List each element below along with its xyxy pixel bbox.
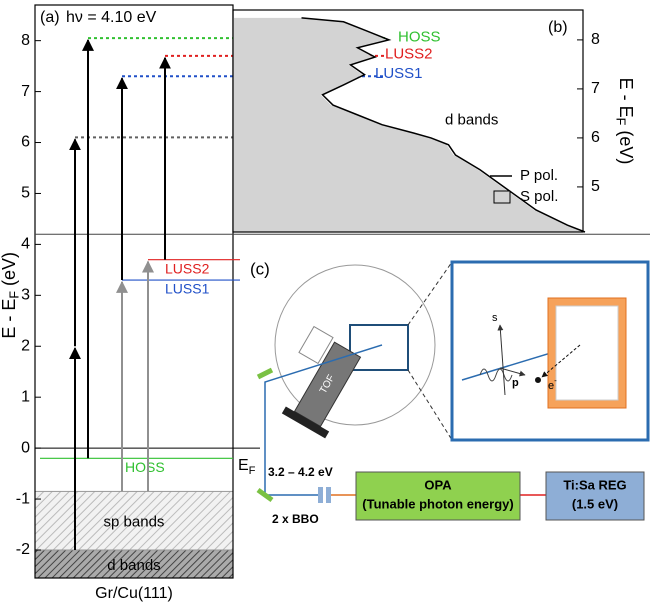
y-tick-label: 7 bbox=[591, 80, 600, 97]
y-tick-label: 0 bbox=[21, 439, 30, 456]
panel-label: (b) bbox=[548, 19, 568, 36]
photon-energy: hν = 4.10 eV bbox=[66, 9, 157, 26]
level-label: LUSS2 bbox=[165, 260, 210, 276]
s-label: s bbox=[492, 312, 498, 324]
band-label: d bands bbox=[107, 557, 160, 574]
bbo bbox=[326, 487, 331, 503]
electron bbox=[535, 377, 541, 383]
bbo-label: 2 x BBO bbox=[272, 512, 319, 526]
p-label: p bbox=[512, 377, 519, 389]
graphene bbox=[556, 306, 618, 400]
fermi-label-sub: F bbox=[249, 465, 256, 477]
opa-title: OPA bbox=[424, 477, 452, 492]
band-label: sp bands bbox=[104, 514, 165, 531]
y-tick-label: 6 bbox=[591, 129, 600, 146]
y-tick-label: 6 bbox=[21, 134, 30, 151]
page: { "panel_a": { "label": "(a)", "photon":… bbox=[0, 0, 650, 611]
y-tick-label: 4 bbox=[21, 236, 30, 253]
chamber bbox=[275, 265, 435, 425]
zoom-line bbox=[408, 370, 452, 440]
bbo bbox=[318, 487, 323, 503]
y-tick-label: 3 bbox=[21, 287, 30, 304]
annotation: LUSS1 bbox=[375, 65, 423, 82]
y-tick-label: 8 bbox=[21, 32, 30, 49]
y-tick-label: 5 bbox=[591, 178, 600, 195]
level-label: LUSS1 bbox=[165, 281, 210, 297]
x-label: Gr/Cu(111) bbox=[95, 585, 173, 602]
fermi-label-main: E bbox=[238, 457, 249, 474]
y-axis-title-unit: (eV) bbox=[0, 252, 19, 291]
y-tick-label: 1 bbox=[21, 388, 30, 405]
laser-title: Ti:Sa REG bbox=[563, 477, 626, 492]
tof: TOF bbox=[282, 337, 369, 438]
legend-swatch bbox=[494, 191, 510, 203]
figure: sp bandsd bands-2-1012345678E - EF (eV)G… bbox=[0, 0, 650, 606]
zoom-line bbox=[408, 262, 452, 325]
opa-subtitle: (Tunable photon energy) bbox=[362, 496, 513, 511]
legend-label: S pol. bbox=[520, 188, 558, 205]
annotation: d bands bbox=[445, 112, 498, 129]
panel-label: (c) bbox=[250, 259, 270, 278]
y-axis-title-unit: (eV) bbox=[616, 125, 636, 164]
laser-subtitle: (1.5 eV) bbox=[572, 496, 618, 511]
mirror bbox=[258, 370, 272, 377]
y-axis-title-main: E - E bbox=[616, 78, 636, 118]
y-tick-label: 8 bbox=[591, 31, 600, 48]
e-sup: - bbox=[554, 376, 557, 385]
y-axis-title: E - EF (eV) bbox=[613, 78, 636, 165]
y-tick-label: -1 bbox=[16, 490, 30, 507]
annotation: HOSS bbox=[398, 28, 441, 45]
y-tick-label: 5 bbox=[21, 185, 30, 202]
panel-label: (a) bbox=[40, 9, 60, 26]
y-axis-title-main: E - E bbox=[0, 299, 19, 339]
sample-box bbox=[350, 325, 408, 370]
y-tick-label: 7 bbox=[21, 83, 30, 100]
y-tick-label: -2 bbox=[16, 541, 30, 558]
legend-label: P pol. bbox=[520, 167, 558, 184]
energy-range: 3.2 – 4.2 eV bbox=[268, 465, 333, 479]
panel-c: (c) TOF OPA (Tunable photon energy) Ti:S… bbox=[250, 259, 648, 526]
y-axis-title: E - EF (eV) bbox=[0, 252, 22, 339]
annotation: LUSS2 bbox=[385, 46, 433, 63]
level-label: HOSS bbox=[125, 459, 165, 475]
y-tick-label: 2 bbox=[21, 337, 30, 354]
fermi-label: EF bbox=[238, 457, 256, 477]
